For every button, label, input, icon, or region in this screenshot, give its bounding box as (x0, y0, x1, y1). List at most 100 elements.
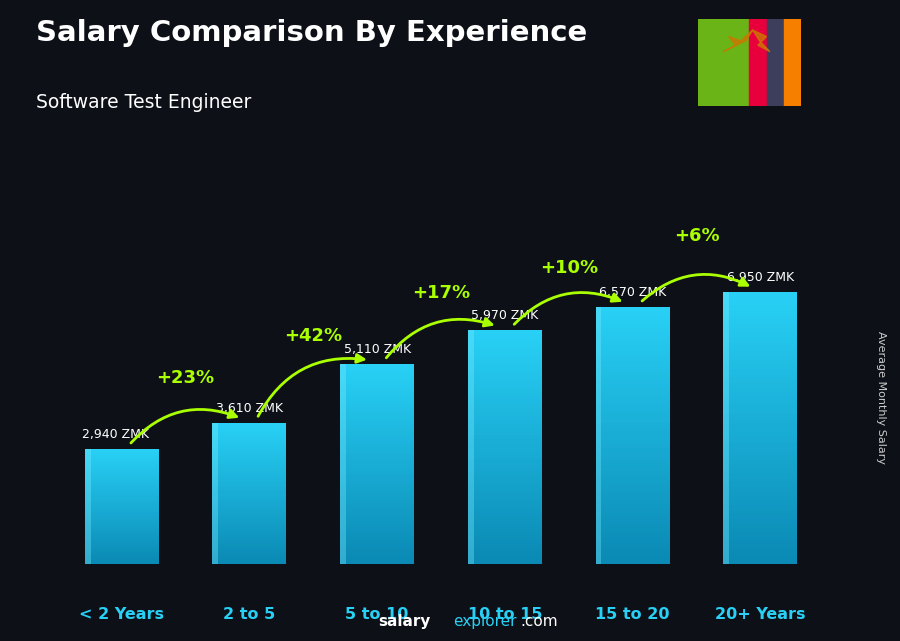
Bar (767, 19, 784, 106)
Bar (596, 306, 601, 564)
Bar (212, 512, 286, 515)
Bar (596, 435, 670, 440)
Bar (340, 378, 414, 381)
Bar (212, 515, 286, 517)
Bar (85, 522, 158, 524)
Bar (212, 519, 286, 522)
Bar (340, 497, 414, 501)
Bar (596, 491, 670, 495)
Bar (212, 487, 286, 488)
Bar (468, 482, 542, 486)
Bar (468, 377, 542, 381)
Bar (85, 504, 158, 506)
Bar (212, 428, 286, 429)
Bar (724, 451, 797, 455)
Text: Salary Comparison By Experience: Salary Comparison By Experience (36, 19, 587, 47)
Bar (85, 478, 158, 479)
Bar (724, 446, 797, 451)
Bar (85, 472, 158, 474)
Bar (340, 444, 414, 447)
Bar (85, 560, 158, 562)
Bar (724, 292, 797, 296)
Bar (784, 19, 801, 106)
Bar (724, 455, 797, 460)
Bar (468, 385, 542, 388)
Bar (212, 422, 219, 564)
Bar (468, 338, 542, 342)
Bar (596, 422, 670, 427)
Bar (468, 553, 542, 556)
Bar (212, 508, 286, 510)
Bar (212, 540, 286, 543)
Bar (85, 553, 158, 554)
Text: Average Monthly Salary: Average Monthly Salary (877, 331, 886, 464)
Bar (724, 464, 797, 469)
Bar (340, 490, 414, 494)
Bar (468, 392, 542, 397)
Bar (724, 374, 797, 378)
Bar (596, 521, 670, 526)
Bar (212, 458, 286, 460)
Bar (596, 349, 670, 354)
Bar (468, 541, 542, 545)
Bar (596, 401, 670, 405)
Bar (340, 420, 414, 424)
Bar (596, 371, 670, 376)
Bar (340, 528, 414, 531)
Text: Software Test Engineer: Software Test Engineer (36, 93, 251, 112)
Bar (85, 485, 158, 487)
Bar (85, 543, 158, 545)
Bar (749, 19, 767, 106)
Bar (724, 460, 797, 464)
Bar (340, 511, 414, 514)
Bar (340, 508, 414, 511)
Bar (724, 405, 797, 410)
Bar (85, 539, 158, 541)
Bar (468, 549, 542, 553)
Text: 5,110 ZMK: 5,110 ZMK (344, 343, 410, 356)
Bar (85, 491, 158, 493)
Bar (212, 484, 286, 487)
Bar (212, 498, 286, 501)
Bar (724, 324, 797, 328)
Bar (468, 397, 542, 401)
Bar (85, 487, 158, 489)
Bar (596, 517, 670, 521)
Bar (85, 458, 158, 460)
Bar (85, 554, 158, 556)
Bar (468, 388, 542, 392)
Bar (724, 378, 797, 383)
Text: explorer: explorer (453, 615, 517, 629)
Bar (340, 531, 414, 534)
Bar (468, 474, 542, 478)
Text: 10 to 15: 10 to 15 (468, 607, 542, 622)
Bar (596, 440, 670, 444)
Bar (724, 414, 797, 419)
Bar (85, 514, 158, 516)
Bar (596, 392, 670, 397)
Text: 15 to 20: 15 to 20 (596, 607, 670, 622)
Bar (596, 431, 670, 435)
Bar (724, 387, 797, 392)
Bar (212, 531, 286, 533)
Bar (340, 551, 414, 554)
Bar (724, 360, 797, 365)
Bar (340, 494, 414, 497)
Bar (596, 560, 670, 564)
Bar (724, 514, 797, 519)
Bar (340, 374, 414, 378)
Bar (724, 383, 797, 387)
Bar (212, 505, 286, 508)
Bar (724, 315, 797, 319)
Bar (85, 510, 158, 512)
Bar (596, 315, 670, 320)
Text: 6,950 ZMK: 6,950 ZMK (727, 271, 794, 284)
Bar (212, 451, 286, 453)
Bar (724, 306, 797, 310)
Bar (596, 379, 670, 384)
Text: +17%: +17% (412, 285, 470, 303)
Bar (724, 519, 797, 523)
Bar (596, 474, 670, 478)
Bar (340, 504, 414, 508)
Bar (468, 517, 542, 521)
